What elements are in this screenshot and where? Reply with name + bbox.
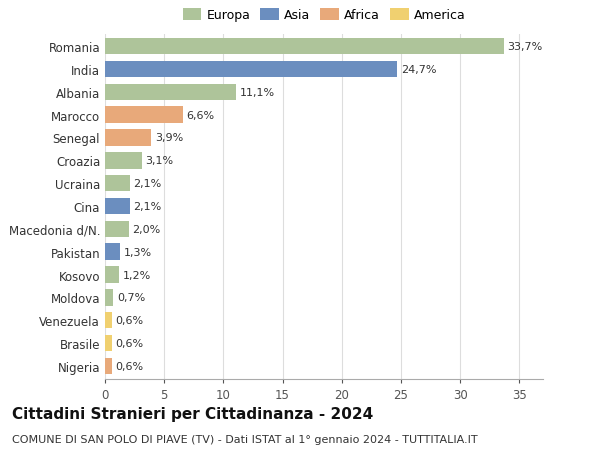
- Bar: [105, 62, 397, 78]
- Text: 1,2%: 1,2%: [123, 270, 151, 280]
- Bar: [105, 39, 504, 55]
- Text: 2,1%: 2,1%: [133, 202, 161, 212]
- Text: 0,6%: 0,6%: [116, 338, 144, 348]
- Bar: [105, 267, 119, 283]
- Text: 0,7%: 0,7%: [117, 293, 145, 303]
- Text: COMUNE DI SAN POLO DI PIAVE (TV) - Dati ISTAT al 1° gennaio 2024 - TUTTITALIA.IT: COMUNE DI SAN POLO DI PIAVE (TV) - Dati …: [12, 434, 478, 444]
- Text: 6,6%: 6,6%: [187, 110, 215, 120]
- Bar: [105, 290, 113, 306]
- Text: 3,1%: 3,1%: [145, 156, 173, 166]
- Text: 1,3%: 1,3%: [124, 247, 152, 257]
- Text: 2,0%: 2,0%: [132, 224, 160, 235]
- Bar: [105, 358, 112, 375]
- Text: 2,1%: 2,1%: [133, 179, 161, 189]
- Text: 3,9%: 3,9%: [155, 133, 183, 143]
- Bar: [105, 153, 142, 169]
- Bar: [105, 244, 121, 260]
- Bar: [105, 335, 112, 352]
- Text: 11,1%: 11,1%: [240, 88, 275, 98]
- Bar: [105, 312, 112, 329]
- Bar: [105, 107, 183, 123]
- Bar: [105, 130, 151, 146]
- Text: 33,7%: 33,7%: [508, 42, 543, 52]
- Bar: [105, 221, 128, 238]
- Bar: [105, 198, 130, 215]
- Text: 24,7%: 24,7%: [401, 65, 436, 75]
- Bar: [105, 175, 130, 192]
- Bar: [105, 84, 236, 101]
- Text: 0,6%: 0,6%: [116, 361, 144, 371]
- Text: Cittadini Stranieri per Cittadinanza - 2024: Cittadini Stranieri per Cittadinanza - 2…: [12, 406, 373, 421]
- Text: 0,6%: 0,6%: [116, 315, 144, 325]
- Legend: Europa, Asia, Africa, America: Europa, Asia, Africa, America: [180, 6, 468, 25]
